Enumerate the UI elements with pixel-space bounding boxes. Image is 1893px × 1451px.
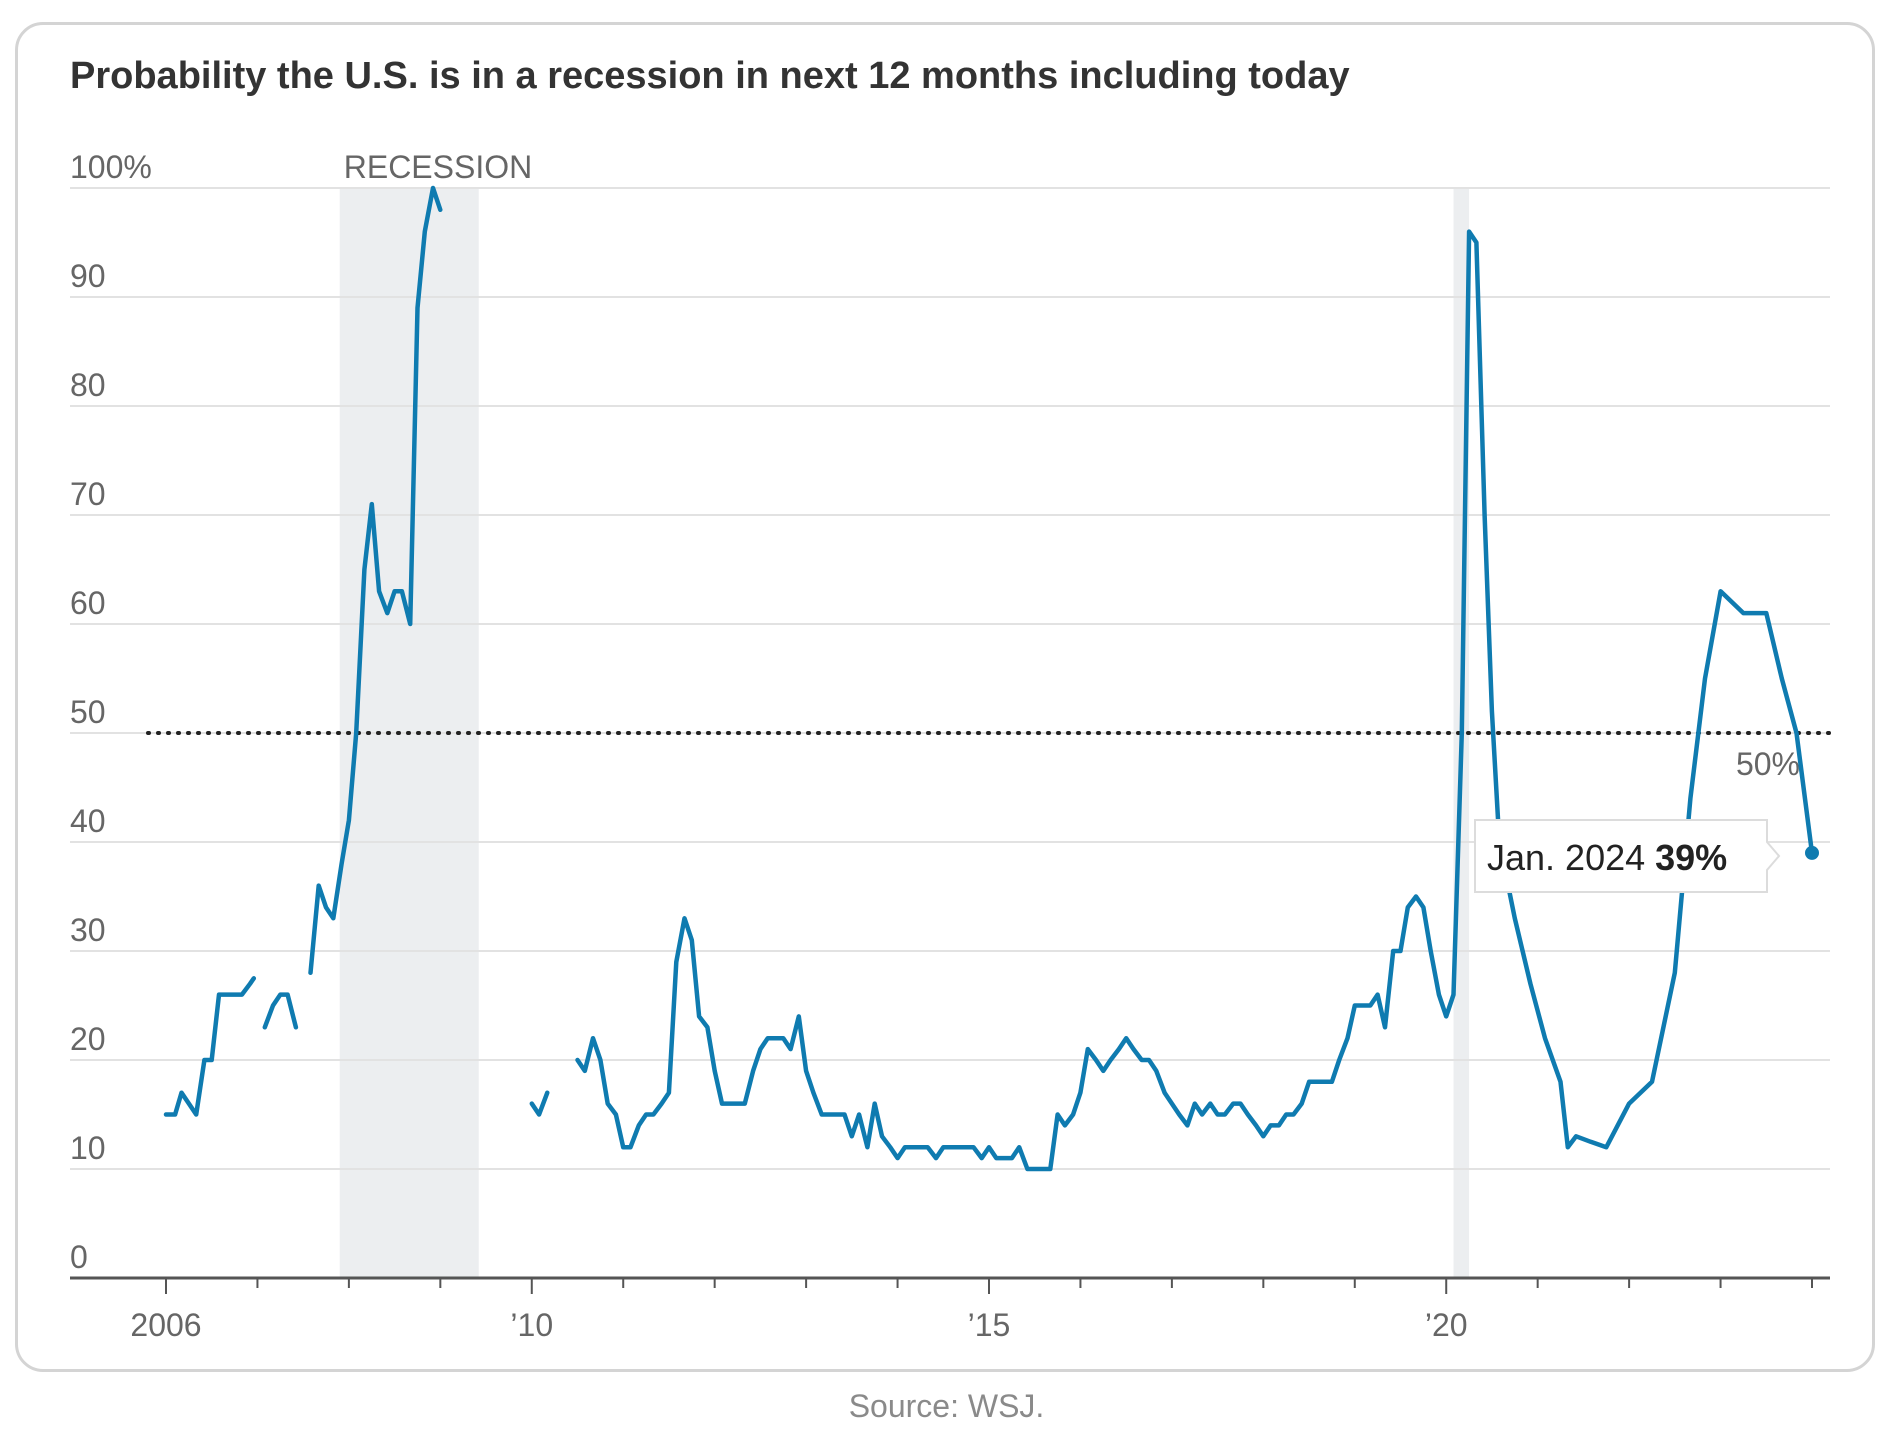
tooltip-value: 39% (1655, 837, 1727, 878)
x-tick-label-2015: ’15 (968, 1307, 1011, 1343)
y-axis-labels: 0 10 20 30 40 50 60 70 80 90 100% (70, 149, 152, 1275)
source-note: Source: WSJ. (848, 1388, 1045, 1424)
gridlines (70, 187, 1830, 1170)
threshold-line: 50% (146, 731, 1832, 782)
series-line-segment-0 (163, 976, 257, 1117)
y-tick-label-100: 100% (70, 149, 152, 185)
series-line-segment-1 (262, 992, 299, 1030)
y-tick-label-20: 20 (70, 1021, 106, 1057)
y-tick-label-70: 70 (70, 476, 106, 512)
tooltip-box (1474, 819, 1781, 893)
threshold-label: 50% (1736, 746, 1800, 782)
x-tick-label-2010: ’10 (510, 1307, 553, 1343)
y-tick-label-60: 60 (70, 585, 106, 621)
y-tick-label-90: 90 (70, 258, 106, 294)
chart-title: Probability the U.S. is in a recession i… (70, 55, 1350, 97)
tooltip-date: Jan. 2024 (1487, 837, 1655, 878)
tooltip-label: Jan. 2024 39% (1487, 837, 1727, 878)
y-tick-label-40: 40 (70, 803, 106, 839)
x-axis: 2006 ’10 ’15 ’20 (70, 1276, 1830, 1343)
latest-point-marker (1805, 845, 1819, 860)
y-tick-label-0: 0 (70, 1239, 88, 1275)
x-tick-label-2020: ’20 (1425, 1307, 1468, 1343)
y-tick-label-30: 30 (70, 912, 106, 948)
data-series (163, 185, 1815, 1172)
tooltip-annotation: Jan. 2024 39% (1474, 819, 1819, 893)
y-tick-label-80: 80 (70, 367, 106, 403)
x-tick-label-2006: 2006 (130, 1307, 201, 1343)
recession-label: RECESSION (344, 149, 532, 185)
series-line-segment-3 (529, 1090, 550, 1117)
y-tick-label-50: 50 (70, 694, 106, 730)
series-line-segment-2 (308, 185, 443, 976)
series-line-segment-4 (575, 229, 1815, 1172)
y-tick-label-10: 10 (70, 1130, 106, 1166)
